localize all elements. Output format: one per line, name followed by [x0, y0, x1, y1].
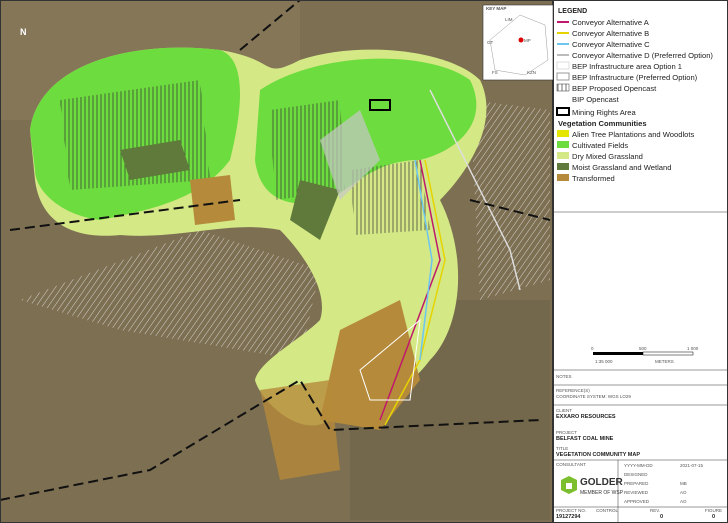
- field-value: MB: [680, 481, 687, 486]
- key-map-label: KZN: [527, 70, 536, 75]
- project-no: 19127294: [556, 514, 581, 520]
- legend-title: LEGEND: [558, 8, 588, 15]
- consultant-label: CONSULTANT: [556, 462, 586, 467]
- key-map-label: LIM: [505, 17, 513, 22]
- legend-item: Moist Grassland and Wetland: [572, 163, 672, 172]
- logo: GOLDER: [580, 477, 623, 488]
- legend-item: Dry Mixed Grassland: [572, 152, 643, 161]
- notes-label: NOTES: [556, 374, 572, 379]
- legend-item: Cultivated Fields: [572, 141, 629, 150]
- field-label: PREPARED: [624, 481, 649, 486]
- legend-item: BEP Proposed Opencast: [572, 84, 657, 93]
- legend-item: BIP Opencast: [572, 95, 619, 104]
- map: N: [0, 0, 553, 523]
- logo-sub: MEMBER OF WSP: [580, 490, 624, 496]
- legend-item: Conveyor Alternative A: [572, 18, 649, 27]
- legend-subtitle: Vegetation Communities: [558, 119, 647, 128]
- scale-tick: 0: [591, 346, 594, 351]
- control-label: CONTROL: [596, 508, 619, 513]
- references: COORDINATE SYSTEM: WGS LO29: [556, 394, 631, 399]
- project-label: PROJECT: [556, 430, 578, 435]
- scale-tick: 1 000: [687, 346, 699, 351]
- legend-item: Conveyor Alternative B: [572, 29, 650, 38]
- rev-label: REV.: [650, 508, 661, 513]
- legend-item: Conveyor Alternative D (Preferred Option…: [572, 51, 713, 60]
- key-map-label: MP: [524, 38, 531, 43]
- field-value: AO: [680, 499, 687, 504]
- field-label: YYYY-MM-DD: [624, 463, 653, 468]
- key-map-label: FS: [492, 70, 498, 75]
- figure: 0: [712, 514, 716, 520]
- map-title: VEGETATION COMMUNITY MAP: [556, 452, 641, 458]
- scale-unit: METERS: [655, 359, 674, 364]
- field-value: AO: [680, 490, 687, 495]
- field-label: REVIEWED: [624, 490, 649, 495]
- references-label: REFERENCE(S): [556, 388, 590, 393]
- figure-label: FIGURE: [705, 508, 723, 513]
- legend-item: BEP Infrastructure area Option 1: [572, 62, 683, 71]
- field-label: APPROVED: [624, 499, 650, 504]
- field-value: 2021-07-15: [680, 463, 704, 468]
- key-map-title: KEY MAP: [486, 6, 507, 11]
- rev: 0: [660, 514, 664, 520]
- key-map-label: GT: [487, 40, 494, 45]
- svg-text:N: N: [20, 27, 27, 37]
- client: EXXARO RESOURCES: [556, 414, 616, 420]
- project: BELFAST COAL MINE: [556, 436, 614, 442]
- project-no-label: PROJECT NO.: [556, 508, 587, 513]
- title-label: TITLE: [556, 446, 569, 451]
- legend-item: Conveyor Alternative C: [572, 40, 650, 49]
- scale-ratio: 1:35 000: [595, 359, 613, 364]
- client-label: CLIENT: [556, 408, 573, 413]
- scale-tick: 500: [639, 346, 647, 351]
- legend-item: Mining Rights Area: [572, 108, 636, 117]
- field-label: DESIGNED: [624, 472, 648, 477]
- legend-item: Transformed: [572, 174, 615, 183]
- legend-item: Alien Tree Plantations and Woodlots: [572, 130, 695, 139]
- legend-item: BEP Infrastructure (Preferred Option): [572, 73, 698, 82]
